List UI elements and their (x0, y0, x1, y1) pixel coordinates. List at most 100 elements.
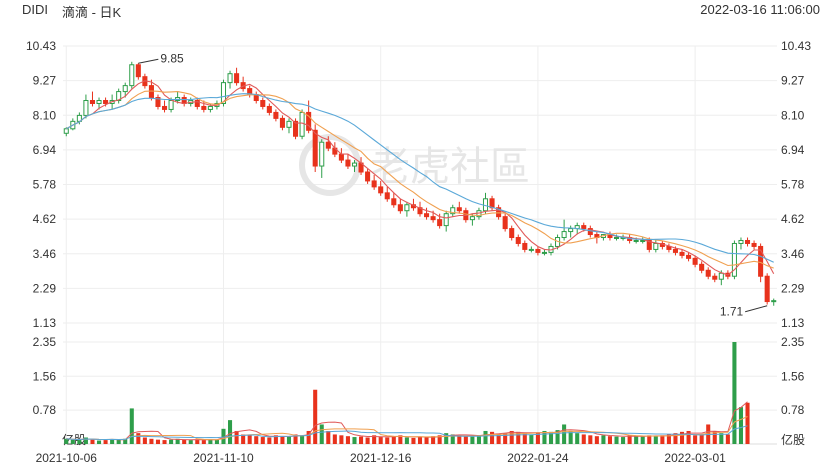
volume-bar (437, 435, 442, 444)
candle-body (273, 111, 279, 119)
candle-body (384, 192, 390, 200)
candle-body (738, 239, 744, 244)
candle-body (496, 207, 502, 218)
candle-body (279, 117, 285, 128)
volume-bar (404, 437, 409, 444)
price-tick-label: 1.13 (781, 316, 805, 330)
annotation-leader (745, 305, 768, 313)
volume-bar (548, 431, 554, 444)
volume-bar (169, 439, 174, 444)
candle-body (469, 216, 475, 221)
price-tick-label: 5.78 (33, 178, 57, 192)
volume-bar (182, 439, 187, 444)
volume-bar (712, 430, 717, 444)
volume-bar (568, 430, 573, 444)
volume-bar (666, 434, 671, 444)
volume-bar (575, 433, 580, 444)
candle-body (424, 213, 430, 218)
volume-bar (378, 437, 383, 444)
volume-bar (234, 430, 239, 444)
volume-bar (162, 440, 167, 444)
volume-unit-right: 亿股 (781, 432, 805, 447)
candle-body (744, 239, 751, 244)
candle-body (306, 111, 312, 131)
candle-body (378, 186, 384, 194)
watermark-logo (299, 134, 361, 196)
volume-bars (64, 342, 750, 444)
price-annotations: 9.85 1.71 (138, 51, 768, 319)
volume-bar (555, 430, 560, 444)
price-tick-label: 6.94 (781, 143, 805, 157)
volume-bar (280, 436, 285, 444)
volume-bar (535, 432, 540, 444)
price-tick-label: 2.29 (33, 281, 57, 295)
volume-bar (490, 431, 495, 444)
volume-bar (431, 436, 436, 444)
candle-body (404, 204, 410, 212)
volume-bar (673, 433, 678, 444)
candle-body (613, 237, 620, 240)
volume-bar (221, 428, 226, 444)
volume-bar (745, 402, 750, 444)
candle-body (312, 129, 318, 167)
volume-bar (319, 424, 324, 444)
date-label: 2022-03-01 (664, 451, 726, 465)
candle-body (764, 275, 770, 303)
volume-bar (634, 436, 639, 444)
volume-bar (457, 435, 462, 444)
volume-bar (372, 435, 377, 444)
volume-bar (241, 434, 246, 444)
candle-body (758, 245, 764, 277)
candle-body (686, 254, 692, 259)
stock-symbol: DIDI (22, 2, 48, 17)
annotation-label: 9.85 (160, 51, 184, 65)
volume-bar (110, 439, 115, 444)
price-tick-label: 8.10 (781, 108, 805, 122)
volume-bar (214, 439, 219, 444)
candle-body (397, 204, 403, 212)
volume-ma20-line (66, 425, 748, 441)
annotation-leader (138, 58, 159, 64)
volume-bar (653, 436, 658, 444)
candle-body (293, 120, 299, 137)
price-tick-label: 10.43 (26, 39, 56, 53)
timestamp: 2022-03-16 11:06:00 (700, 2, 820, 17)
price-tick-label: 4.62 (33, 212, 57, 226)
watermark-text: 老虎社區 (370, 144, 530, 190)
volume-tick-label: 1.56 (781, 369, 805, 383)
volume-bar (614, 436, 619, 444)
volume-bar (738, 407, 744, 444)
candle-body (443, 213, 449, 227)
moving-averages (66, 80, 775, 276)
price-tick-label: 9.27 (33, 74, 57, 88)
candle-body (509, 228, 515, 239)
volume-bar (627, 435, 632, 444)
volume-tick-label: 0.78 (33, 403, 57, 417)
candle-body (338, 153, 344, 161)
candle-body (162, 105, 168, 110)
volume-bar (562, 424, 567, 444)
volume-ticks-right: 2.35 1.56 0.78 (781, 335, 805, 417)
price-tick-label: 4.62 (781, 212, 805, 226)
candle-body (718, 272, 724, 280)
candle-body (679, 251, 685, 256)
volume-bar (155, 439, 161, 444)
volume-bar (175, 438, 180, 444)
volume-bar (398, 435, 403, 444)
volume-bar (359, 436, 364, 444)
volume-bar (149, 438, 154, 444)
candle-body (371, 180, 377, 188)
volume-bar (90, 439, 95, 444)
volume-tick-label: 1.56 (33, 369, 57, 383)
volume-bar (496, 434, 501, 444)
volume-bar (725, 434, 730, 444)
volume-bar (339, 435, 344, 444)
volume-bar (188, 440, 193, 444)
date-label: 2021-10-06 (36, 451, 98, 465)
candle-body (96, 100, 102, 104)
ma10-line (66, 90, 774, 269)
volume-bar (509, 430, 514, 444)
volume-bar (621, 437, 626, 444)
volume-bar (417, 437, 423, 444)
volume-bar (647, 435, 652, 444)
